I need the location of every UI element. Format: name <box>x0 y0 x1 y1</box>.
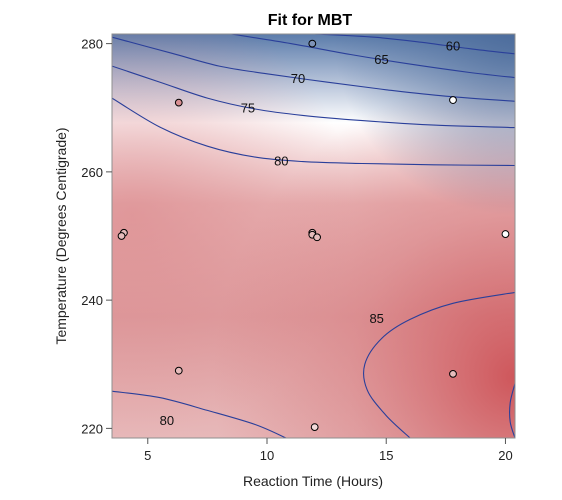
contour-label-80: 80 <box>160 413 174 428</box>
data-point <box>501 230 510 238</box>
chart-title: Fit for MBT <box>268 12 353 29</box>
contour-line-80 <box>112 97 515 167</box>
contour-label-70: 70 <box>291 71 305 86</box>
contour-label-60: 60 <box>446 39 460 54</box>
contour-label-80: 80 <box>274 153 288 168</box>
y-tick-label: 260 <box>81 165 103 180</box>
x-tick-label: 5 <box>144 448 151 463</box>
data-point <box>313 233 321 242</box>
contour-lines <box>112 34 515 438</box>
y-tick-label: 280 <box>81 37 103 52</box>
contour-line-80 <box>112 390 287 438</box>
contour-label-75: 75 <box>241 101 255 116</box>
contour-line-85 <box>363 291 515 438</box>
contour-line-65 <box>231 34 515 79</box>
data-point <box>449 369 457 378</box>
data-point <box>174 98 183 107</box>
data-points <box>117 39 510 431</box>
x-axis: 5 10 15 20 <box>144 438 513 463</box>
contour-label-85: 85 <box>369 311 383 326</box>
contour-line-60 <box>314 34 515 55</box>
data-point <box>449 96 457 104</box>
y-axis: 220 240 260 280 <box>81 37 112 436</box>
contour-line-75 <box>112 65 515 129</box>
y-tick-label: 220 <box>81 421 103 436</box>
y-tick-label: 240 <box>81 293 103 308</box>
contour-label-65: 65 <box>374 52 388 67</box>
data-point <box>117 232 126 240</box>
x-tick-label: 20 <box>498 448 512 463</box>
x-tick-label: 10 <box>260 448 274 463</box>
data-point <box>308 39 317 48</box>
x-axis-label: Reaction Time (Hours) <box>243 473 383 489</box>
plot-frame <box>111 33 516 439</box>
data-point <box>174 366 183 375</box>
contour-line-70 <box>112 36 515 102</box>
contour-labels: 60 65 70 75 80 80 85 <box>160 39 461 429</box>
contour-line-85+ <box>509 383 515 438</box>
x-tick-label: 15 <box>379 448 393 463</box>
y-axis-label: Temperature (Degrees Centigrade) <box>53 127 69 344</box>
data-point <box>310 423 319 431</box>
